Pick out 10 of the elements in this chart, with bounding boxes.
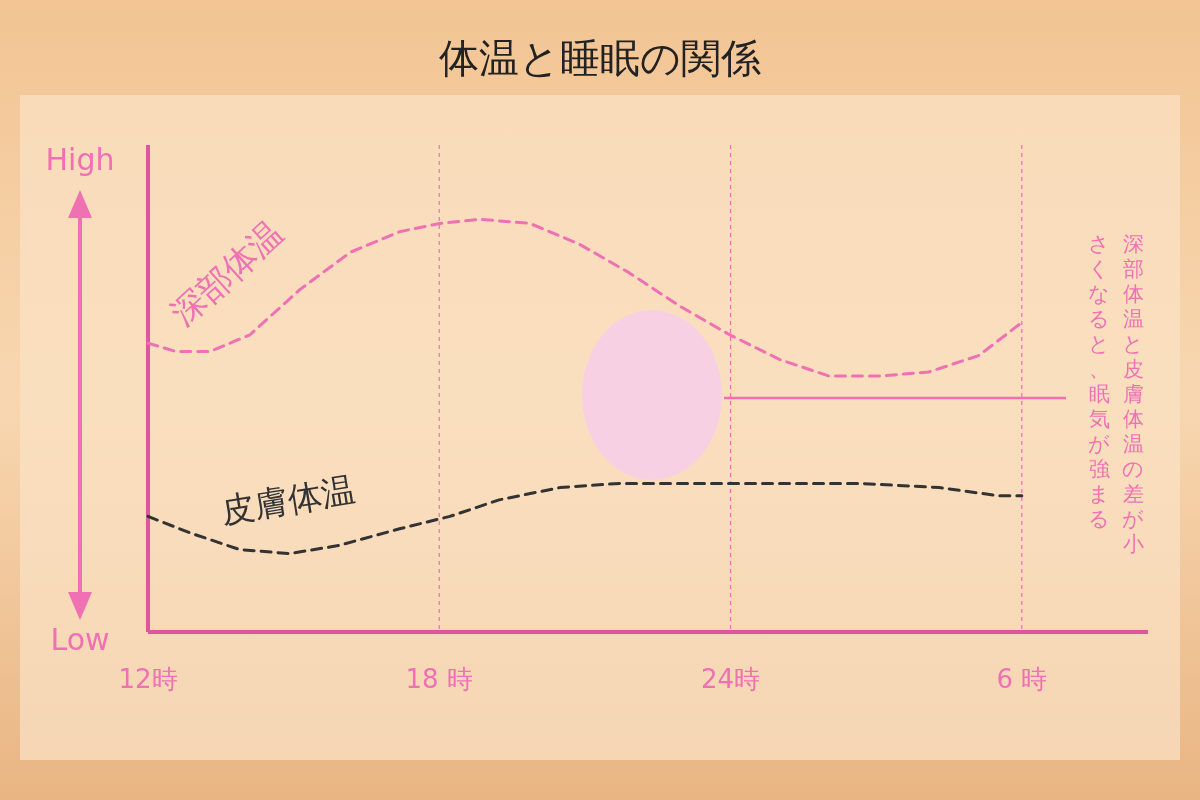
- x-tick-label: 24時: [700, 664, 761, 694]
- text: 皮膚体温: [217, 469, 359, 531]
- text: High: [45, 142, 115, 177]
- x-tick-label: 18 時: [405, 664, 473, 694]
- text: 深部体温: [162, 212, 291, 334]
- text: Low: [50, 622, 110, 657]
- x-tick-label: 6 時: [996, 664, 1048, 694]
- text: 深部体温と皮膚体温の差が小さくなると、眠気が強まる: [1088, 232, 1144, 556]
- chart-title: 体温と睡眠の関係: [439, 35, 761, 81]
- x-tick-label: 12時: [118, 664, 178, 694]
